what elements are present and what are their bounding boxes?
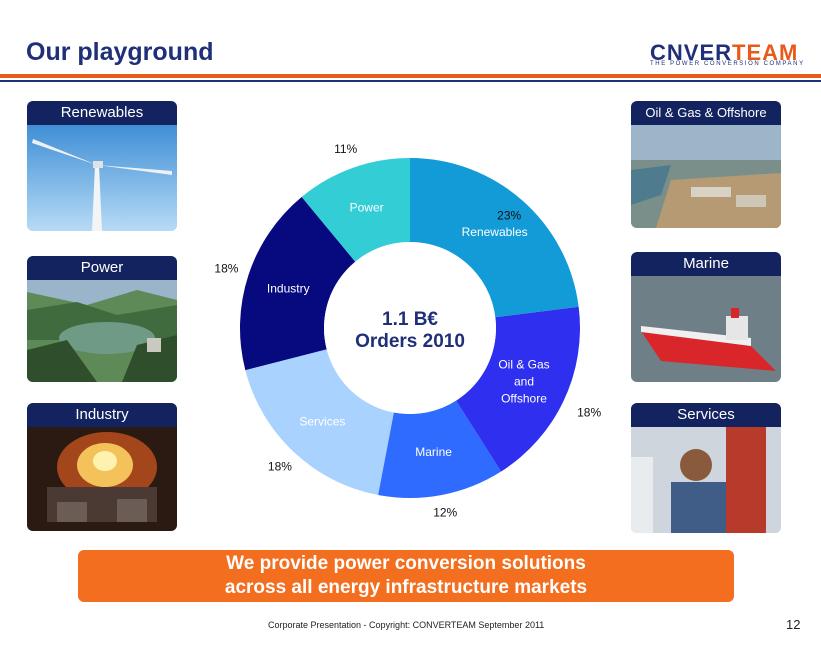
donut-slice-oil-gas-and-offshore [456,306,580,472]
slice-label: and [514,375,534,389]
page-title: Our playground [26,38,214,66]
technician-photo [631,427,781,533]
slice-percent-label: 23% [497,208,521,222]
card-services: Services [631,403,781,533]
slice-label: Marine [415,445,452,459]
slice-percent-label: 12% [433,506,457,520]
card-label: Marine [631,252,781,276]
center-value-label: 1.1 B€ [382,309,438,330]
ship-photo [631,276,781,382]
slice-label: Oil & Gas [498,358,549,372]
slice-label: Offshore [501,392,547,406]
card-marine: Marine [631,252,781,382]
donut-slice-industry [240,197,356,371]
footer-copyright: Corporate Presentation - Copyright: CONV… [268,620,545,630]
slice-label: Renewables [462,225,528,239]
donut-slice-marine [378,400,502,498]
donut-hole [324,242,496,414]
donut-slice-services [245,349,394,495]
donut-slice-renewables [410,158,579,318]
card-label: Oil & Gas & Offshore [631,101,781,125]
dam-photo [27,280,177,382]
banner-line-1: We provide power conversion solutions [226,553,586,574]
card-label: Renewables [27,101,177,125]
card-oil-gas-offshore: Oil & Gas & Offshore [631,101,781,228]
donut-slice-power [301,158,410,262]
converteam-logo: CNVERTEAM THE POWER CONVERSION COMPANY [644,40,814,72]
slice-label: Power [350,201,384,215]
steel-mill-photo [27,427,177,531]
slice-percent-label: 18% [214,261,238,275]
slice-label: Services [299,414,345,428]
card-industry: Industry [27,403,177,531]
slice-percent-label: 11% [334,142,357,156]
tagline-banner: We provide power conversion solutions ac… [78,550,734,602]
card-label: Industry [27,403,177,427]
header-rule-orange [0,74,821,78]
slice-percent-label: 18% [577,405,601,419]
slice-percent-label: 18% [268,460,292,474]
orders-donut-chart: 1.1 B€ Orders 2010 Renewables 23% Oil & Ga… [214,142,601,520]
offshore-terminal-photo [631,125,781,228]
wind-turbine-photo [27,125,177,231]
card-power: Power [27,256,177,382]
slice-label: Industry [267,281,310,295]
card-label: Power [27,256,177,280]
header-rule-navy [0,80,821,82]
card-label: Services [631,403,781,427]
page-number: 12 [786,617,801,632]
center-caption-label: Orders 2010 [355,331,465,352]
logo-wordmark: CNVERTEAM [650,40,799,65]
banner-line-2: across all energy infrastructure markets [224,577,588,598]
card-renewables: Renewables [27,101,177,231]
logo-tagline: THE POWER CONVERSION COMPANY [650,61,805,67]
